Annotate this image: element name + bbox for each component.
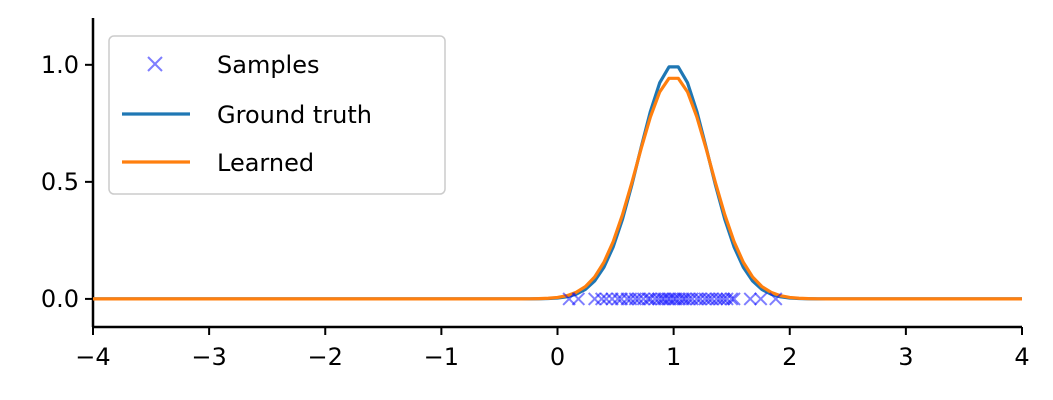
sample-point: [727, 292, 741, 306]
legend-box: [108, 35, 446, 195]
plot-area: [93, 65, 1022, 306]
x-tick-label: −1: [424, 343, 459, 371]
sample-point: [599, 292, 613, 306]
legend-label: Ground truth: [217, 101, 372, 129]
sample-point: [571, 292, 586, 306]
sample-point: [743, 292, 757, 306]
sample-point: [594, 292, 609, 306]
legend-label: Learned: [217, 149, 314, 177]
y-tick-label: 0.5: [41, 168, 79, 196]
x-tick-label: 4: [1014, 343, 1029, 371]
x-tick-label: −3: [191, 343, 226, 371]
x-tick-label: 0: [550, 343, 565, 371]
y-tick-label: 1.0: [41, 51, 79, 79]
legend: Samples Ground truth Learned: [108, 35, 446, 195]
x-tick-label: −2: [308, 343, 343, 371]
legend-marker-x-icon: [147, 56, 163, 72]
series-line-learned: [93, 76, 1022, 301]
sample-point: [754, 292, 768, 306]
x-tick-label: 2: [782, 343, 797, 371]
sample-point: [587, 292, 602, 306]
legend-label: Samples: [217, 51, 320, 79]
sample-point: [724, 292, 739, 306]
sample-point: [769, 292, 783, 306]
x-tick-label: 1: [666, 343, 681, 371]
x-tick-label: −4: [75, 343, 110, 371]
axes: −4 −3 −2 −1 0 1 2 3 4 0.0 0.5 1.0: [41, 18, 1030, 371]
y-tick-label: 0.0: [41, 285, 79, 313]
x-tick-label: 3: [898, 343, 913, 371]
